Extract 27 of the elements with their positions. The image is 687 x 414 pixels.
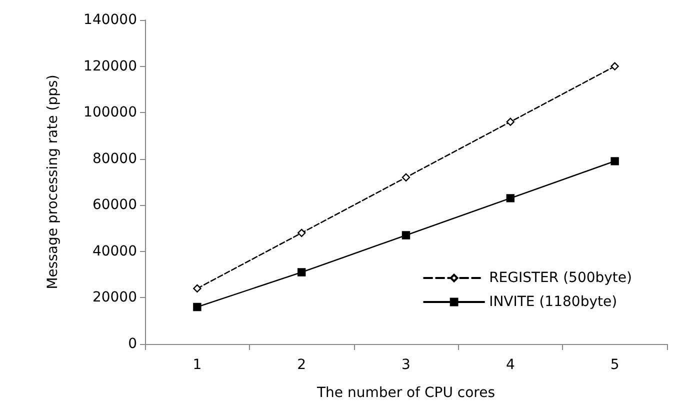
point <box>402 231 410 240</box>
y-tick-label: 40000 <box>92 243 137 260</box>
y-tick-label: 140000 <box>84 12 137 28</box>
y-tick-label: 60000 <box>92 197 137 214</box>
legend-label: INVITE (1180byte) <box>489 294 618 310</box>
point <box>506 194 514 202</box>
x-tick-label: 2 <box>297 357 306 373</box>
point <box>610 157 619 166</box>
y-tick-label: 20000 <box>92 290 137 306</box>
point <box>298 228 306 238</box>
y-tick-label: 80000 <box>92 150 137 167</box>
y-tick-label: 100000 <box>84 104 137 121</box>
x-tick-label: 4 <box>506 357 515 373</box>
legend-label: REGISTER (500byte) <box>489 270 632 286</box>
x-tick-label: 3 <box>402 357 410 373</box>
x-axis-title: The number of CPU cores <box>316 385 496 401</box>
x-tick-label: 5 <box>610 357 620 373</box>
y-axis-title: Message processing rate (pps) <box>45 74 61 290</box>
y-tick-label: 0 <box>128 336 137 352</box>
point <box>610 62 619 70</box>
y-tick-label: 120000 <box>84 58 137 74</box>
point <box>193 284 202 293</box>
point <box>402 173 410 182</box>
x-tick-label: 1 <box>192 357 202 373</box>
point <box>298 268 306 276</box>
point <box>193 302 202 312</box>
point <box>506 118 514 126</box>
